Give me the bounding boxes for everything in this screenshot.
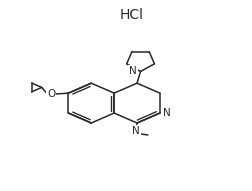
Text: O: O bbox=[47, 89, 55, 99]
Text: N: N bbox=[132, 126, 140, 136]
Text: HCl: HCl bbox=[119, 8, 143, 22]
Text: N: N bbox=[163, 108, 170, 118]
Text: N: N bbox=[129, 66, 137, 76]
